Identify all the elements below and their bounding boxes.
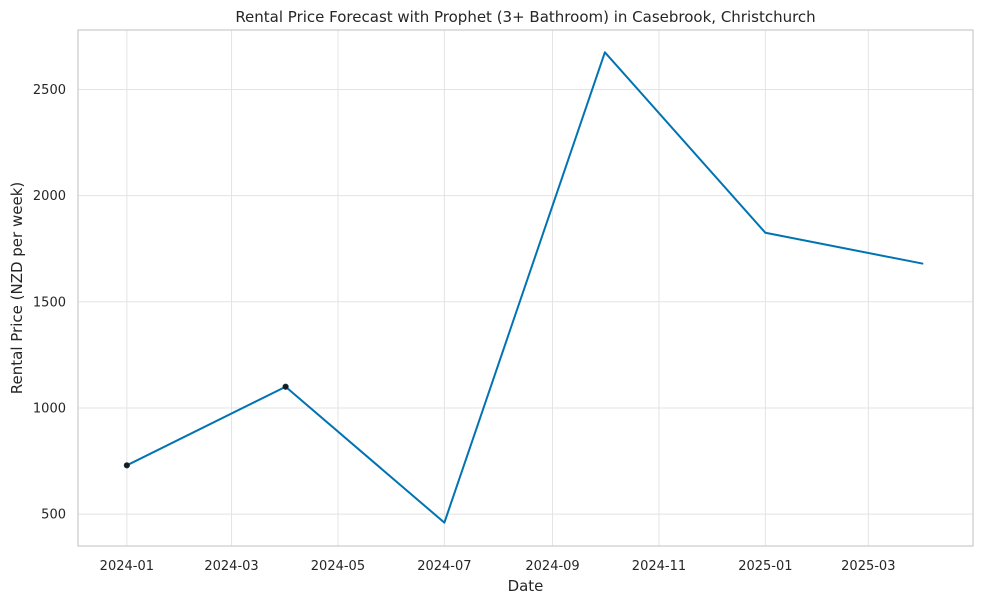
y-tick-label: 1000	[33, 401, 66, 416]
x-tick-label: 2024-11	[632, 559, 686, 574]
y-tick-label: 2000	[33, 189, 66, 204]
x-tick-label: 2024-03	[204, 559, 258, 574]
x-axis-ticks: 2024-01 2024-03 2024-05 2024-07 2024-09 2024-…	[100, 559, 896, 574]
x-tick-label: 2024-01	[100, 559, 154, 574]
observed-data-point	[123, 462, 130, 469]
observed-data-point	[282, 383, 289, 390]
chart-title: Rental Price Forecast with Prophet (3+ B…	[235, 8, 815, 26]
x-tick-label: 2024-05	[311, 559, 365, 574]
x-tick-label: 2025-03	[841, 559, 895, 574]
y-tick-label: 2500	[33, 83, 66, 98]
x-tick-label: 2024-09	[525, 559, 579, 574]
grid	[78, 30, 973, 546]
x-tick-label: 2025-01	[738, 559, 792, 574]
x-axis-label: Date	[508, 577, 544, 595]
forecast-line	[125, 51, 924, 524]
series-layer	[123, 51, 924, 524]
y-tick-label: 500	[41, 508, 66, 523]
x-tick-label: 2024-07	[417, 559, 471, 574]
y-axis-label: Rental Price (NZD per week)	[8, 182, 26, 394]
y-axis-ticks: 500 1000 1500 2000 2500	[33, 83, 66, 523]
plot-frame	[77, 29, 974, 547]
y-tick-label: 1500	[33, 295, 66, 310]
